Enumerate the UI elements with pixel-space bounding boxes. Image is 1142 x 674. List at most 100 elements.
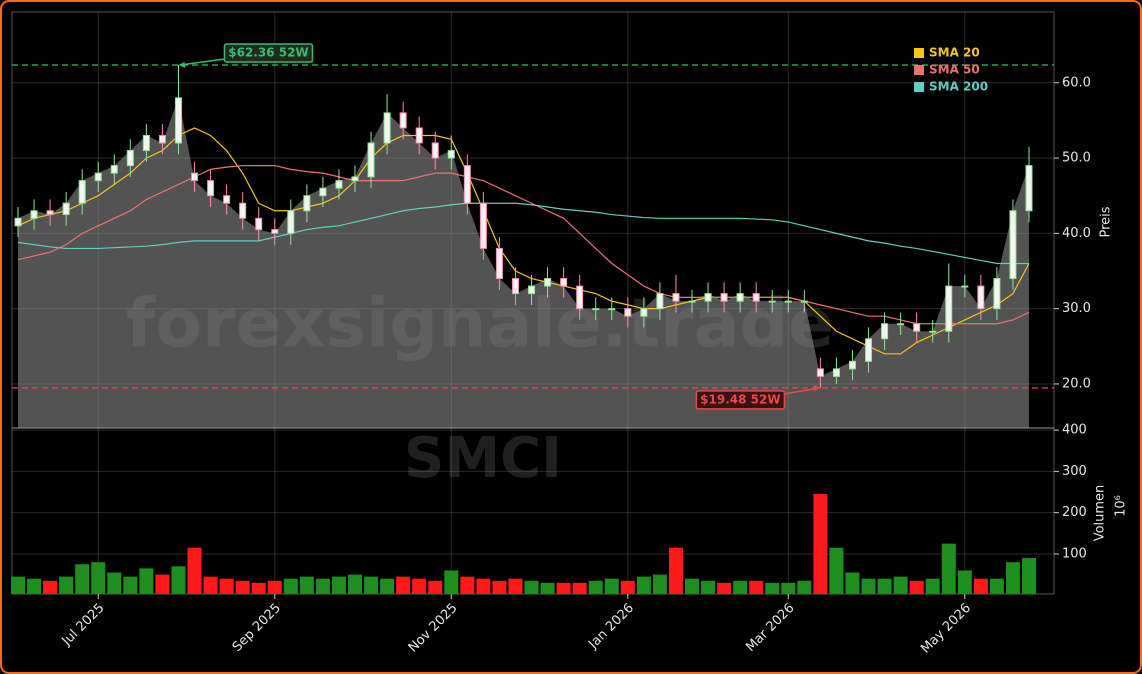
volume-bar xyxy=(139,568,154,594)
annotation-label: $19.48 52W xyxy=(700,392,780,406)
volume-bar xyxy=(829,547,844,594)
candle-body xyxy=(736,293,744,302)
candle-body xyxy=(865,338,873,362)
candle-body xyxy=(46,210,54,216)
candle-body xyxy=(560,278,568,287)
candle-body xyxy=(14,217,22,227)
sma-line xyxy=(17,127,1030,355)
volume-bar xyxy=(652,574,667,594)
volume-bar xyxy=(813,494,828,594)
volume-bar xyxy=(428,580,443,594)
legend-label: SMA 50 xyxy=(929,63,980,77)
volume-bar xyxy=(524,580,539,594)
volume-bar xyxy=(59,576,74,594)
candle-body xyxy=(447,150,455,159)
candle-body xyxy=(191,172,199,182)
volume-bar xyxy=(396,576,411,594)
candle-body xyxy=(848,360,856,370)
candle-body xyxy=(319,187,327,197)
candle-body xyxy=(640,308,648,317)
volume-bar xyxy=(941,543,956,594)
candle-body xyxy=(399,112,407,129)
candle-body xyxy=(752,293,760,302)
candle-body xyxy=(479,202,487,249)
volume-bar xyxy=(219,578,234,594)
candle-body xyxy=(913,323,921,332)
y-tick-label: 20.0 xyxy=(1062,376,1091,391)
volume-bar xyxy=(43,580,58,594)
volume-bar xyxy=(251,582,266,594)
candle-body xyxy=(174,97,182,144)
volume-bar xyxy=(765,582,780,594)
watermark: SMCI xyxy=(404,426,562,491)
candle-body xyxy=(977,285,985,310)
candle-body xyxy=(78,180,86,204)
volume-bar xyxy=(155,574,170,594)
candle-body xyxy=(335,180,343,189)
candle-body xyxy=(30,210,38,219)
y-tick-label: 300 xyxy=(1062,464,1087,479)
legend-swatch xyxy=(914,82,924,92)
y-tick-label: 400 xyxy=(1062,423,1087,438)
candle-body xyxy=(255,217,263,231)
volume-bar xyxy=(27,578,42,594)
candle-body xyxy=(94,172,102,182)
y-tick-label: 50.0 xyxy=(1062,151,1091,166)
volume-bar xyxy=(267,580,282,594)
volume-bar xyxy=(701,580,716,594)
y-axis-unit: 10⁶ xyxy=(1114,495,1129,517)
candle-body xyxy=(672,293,680,302)
arrow-head xyxy=(178,62,186,69)
y-tick-label: 30.0 xyxy=(1062,301,1091,316)
candle-body xyxy=(463,165,471,204)
candle-body xyxy=(592,308,600,311)
candle-body xyxy=(271,229,279,234)
volume-bar xyxy=(380,578,395,594)
candle-body xyxy=(704,293,712,302)
volume-bar xyxy=(123,576,138,594)
volume-bar xyxy=(331,576,346,594)
candle-body xyxy=(367,142,375,178)
volume-bar xyxy=(492,580,507,594)
candle-body xyxy=(945,285,953,332)
volume-bar xyxy=(861,578,876,594)
candle-body xyxy=(816,368,824,377)
candle-body xyxy=(720,293,728,302)
sma-line xyxy=(17,202,1029,265)
volume-bar xyxy=(348,574,362,594)
sma-line xyxy=(17,165,1030,325)
candle-body xyxy=(608,308,616,311)
volume-bar xyxy=(925,578,940,594)
arrow-head xyxy=(813,384,821,391)
volume-bar xyxy=(668,547,683,594)
candle-body xyxy=(239,202,247,219)
legend-label: SMA 20 xyxy=(929,46,980,60)
candle-body xyxy=(993,278,1001,310)
candle-body xyxy=(62,202,70,216)
volume-bar xyxy=(299,576,314,594)
candle-body xyxy=(768,300,776,303)
volume-bar xyxy=(909,580,924,594)
volume-bar xyxy=(508,578,523,594)
volume-bar xyxy=(315,578,330,594)
candle-body xyxy=(431,142,439,159)
candle-body xyxy=(881,323,889,340)
volume-bar xyxy=(91,562,106,594)
volume-bar xyxy=(235,580,250,594)
annotation-label: $62.36 52W xyxy=(228,46,308,60)
volume-bar xyxy=(588,580,603,594)
y-tick-label: 40.0 xyxy=(1062,226,1091,241)
legend-swatch xyxy=(914,65,924,75)
annotation: $19.48 52W xyxy=(695,390,786,410)
volume-bar xyxy=(733,580,748,594)
candle-body xyxy=(126,150,134,167)
volume-bar xyxy=(556,582,571,594)
volume-bar xyxy=(364,576,379,594)
volume-bar xyxy=(781,582,796,594)
price-area xyxy=(18,97,1029,428)
volume-bar xyxy=(797,580,812,594)
volume-bar xyxy=(476,578,491,594)
volume-bar xyxy=(973,578,988,594)
y-axis-label: Preis xyxy=(1099,206,1114,237)
